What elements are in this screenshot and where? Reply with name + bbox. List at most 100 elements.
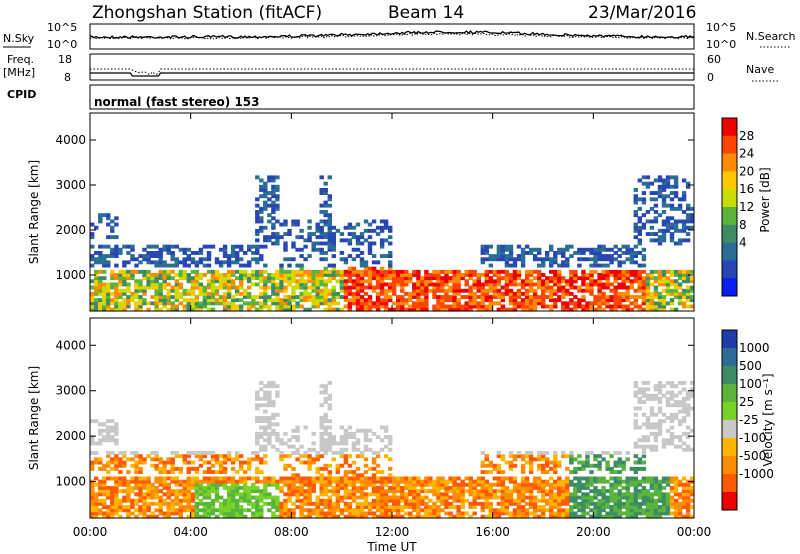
heatmap-cell (488, 269, 493, 274)
heatmap-cell (496, 273, 502, 277)
heatmap-cell (512, 291, 518, 296)
heatmap-cell (677, 390, 683, 395)
heatmap-cell (637, 457, 642, 462)
heatmap-cell (541, 505, 546, 509)
heatmap-cell (553, 457, 558, 462)
heatmap-cell (629, 476, 634, 481)
heatmap-cell (311, 508, 316, 513)
heatmap-cell (383, 508, 389, 513)
heatmap-cell (496, 288, 502, 293)
heatmap-cell (653, 438, 659, 443)
heatmap-cell (452, 482, 457, 487)
heatmap-cell (206, 269, 212, 274)
heatmap-cell (496, 251, 502, 255)
heatmap-cell (557, 247, 562, 252)
heatmap-cell (347, 285, 353, 290)
heatmap-cell (690, 476, 695, 481)
heatmap-cell (210, 298, 216, 303)
heatmap-cell (569, 451, 574, 455)
heatmap-cell (436, 508, 441, 513)
heatmap-cell (275, 384, 280, 389)
heatmap-cell (496, 470, 502, 474)
heatmap-cell (553, 498, 558, 503)
heatmap-cell (327, 298, 332, 303)
heatmap-cell (549, 489, 554, 494)
heatmap-cell (311, 288, 316, 293)
heatmap-cell (271, 403, 276, 408)
heatmap-cell (255, 454, 260, 459)
heatmap-cell (243, 486, 248, 490)
heatmap-cell (657, 495, 663, 500)
heatmap-cell (327, 438, 332, 443)
heatmap-cell (222, 479, 228, 484)
heatmap-cell (230, 505, 236, 509)
heatmap-cell (685, 435, 691, 439)
heatmap-cell (359, 273, 365, 277)
heatmap-cell (388, 473, 393, 478)
heatmap-cell (496, 254, 502, 258)
heatmap-cell (484, 498, 489, 503)
heatmap-cell (259, 460, 264, 465)
heatmap-cell (230, 508, 236, 513)
colorbar-tick-label: 16 (739, 182, 754, 196)
heatmap-cell (291, 514, 296, 519)
heatmap-cell (118, 304, 123, 309)
heatmap-cell (657, 387, 663, 392)
heatmap-cell (609, 492, 614, 497)
heatmap-cell (669, 235, 675, 240)
heatmap-cell (645, 273, 651, 277)
heatmap-cell (90, 222, 95, 227)
heatmap-cell (516, 282, 522, 287)
heatmap-cell (681, 381, 687, 385)
heatmap-cell (537, 454, 542, 459)
heatmap-cell (669, 505, 675, 509)
heatmap-cell (661, 197, 667, 202)
heatmap-cell (520, 463, 526, 468)
heatmap-cell (94, 225, 99, 230)
colorbar-tick-label: 100 (739, 377, 762, 391)
heatmap-cell (210, 470, 216, 474)
heatmap-cell (190, 476, 196, 481)
heatmap-cell (681, 498, 687, 503)
heatmap-cell (512, 514, 518, 519)
heatmap-cell (122, 307, 127, 312)
heatmap-cell (126, 282, 131, 287)
heatmap-cell (138, 282, 143, 287)
heatmap-cell (472, 279, 477, 284)
heatmap-cell (279, 514, 284, 519)
heatmap-cell (315, 466, 320, 471)
heatmap-cell (541, 288, 546, 293)
heatmap-cell (673, 273, 679, 277)
heatmap-cell (537, 273, 542, 277)
heatmap-cell (102, 295, 107, 299)
heatmap-cell (464, 282, 469, 287)
heatmap-cell (424, 304, 429, 309)
heatmap-cell (267, 307, 272, 312)
heatmap-cell (412, 495, 417, 500)
heatmap-cell (166, 307, 171, 312)
heatmap-cell (94, 511, 99, 516)
heatmap-cell (412, 307, 417, 312)
heatmap-cell (182, 479, 187, 484)
heatmap-cell (383, 489, 389, 494)
heatmap-cell (613, 295, 618, 299)
heatmap-cell (637, 178, 642, 183)
heatmap-cell (629, 307, 634, 312)
heatmap-cell (359, 235, 365, 240)
heatmap-cell (637, 466, 642, 471)
heatmap-cell (299, 454, 304, 459)
heatmap-cell (134, 263, 139, 268)
heatmap-cell (480, 460, 485, 465)
heatmap-cell (476, 304, 481, 309)
heatmap-cell (222, 304, 228, 309)
heatmap-cell (251, 251, 256, 255)
heatmap-cell (126, 495, 131, 500)
heatmap-cell (673, 384, 679, 389)
heatmap-cell (500, 254, 506, 258)
heatmap-cell (621, 298, 626, 303)
heatmap-cell (637, 216, 642, 221)
heatmap-cell (557, 460, 562, 465)
heatmap-cell (170, 505, 175, 509)
heatmap-cell (363, 266, 369, 271)
